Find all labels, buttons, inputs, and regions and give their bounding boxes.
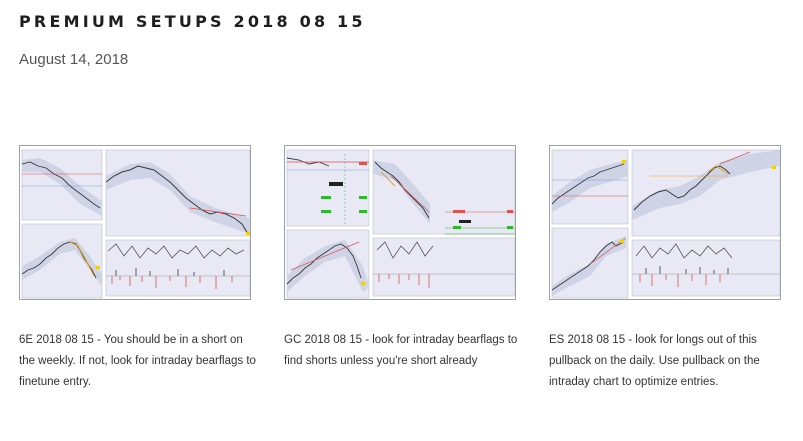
chart-thumbnail-6e[interactable]: [19, 145, 251, 300]
gallery-card-gc: GC 2018 08 15 - look for intraday bearfl…: [284, 145, 517, 372]
post-title: PREMIUM SETUPS 2018 08 15: [19, 12, 366, 31]
card-caption: ES 2018 08 15 - look for longs out of th…: [549, 334, 760, 388]
gallery-card-6e: 6E 2018 08 15 - You should be in a short…: [19, 145, 256, 393]
post-date: August 14, 2018: [19, 51, 129, 68]
chart-thumbnail-es[interactable]: [549, 145, 781, 300]
gallery-card-es: ES 2018 08 15 - look for longs out of th…: [549, 145, 781, 393]
chart-thumbnail-gc[interactable]: [284, 145, 516, 300]
card-caption: 6E 2018 08 15 - You should be in a short…: [19, 334, 256, 388]
card-caption: GC 2018 08 15 - look for intraday bearfl…: [284, 334, 518, 367]
